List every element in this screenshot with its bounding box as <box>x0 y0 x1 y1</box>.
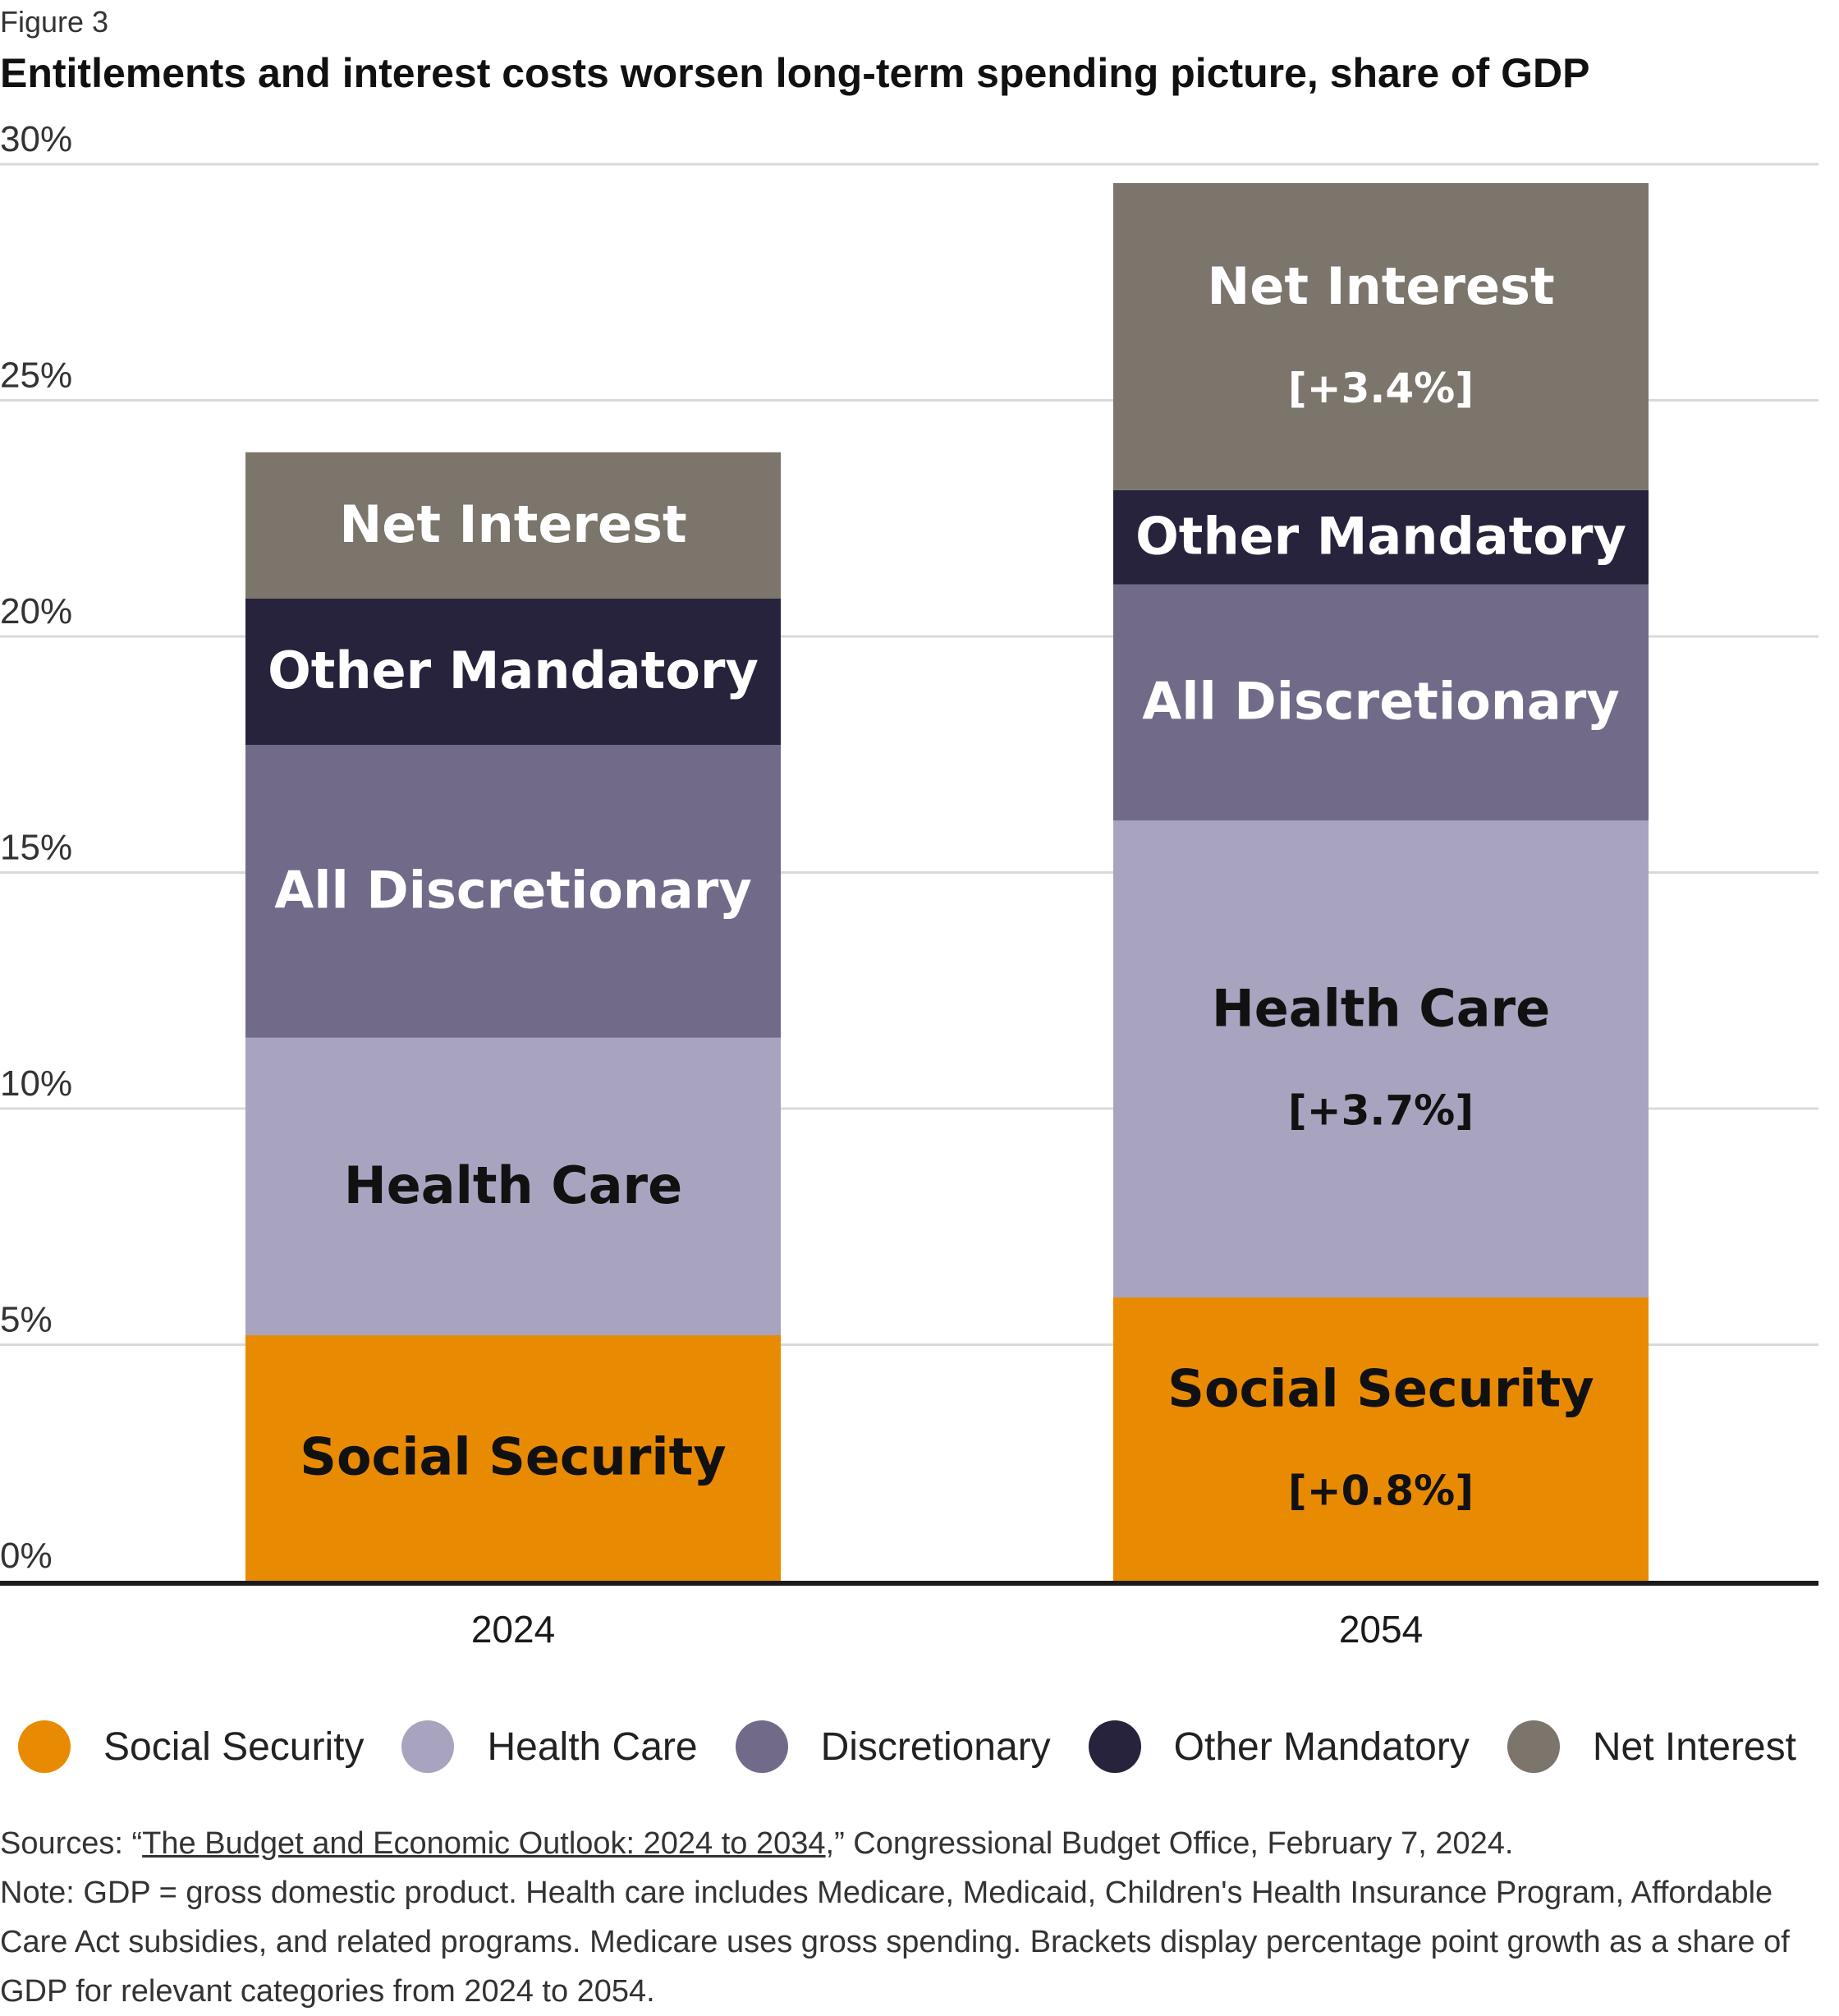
bar-segment <box>1113 584 1649 821</box>
bar-segment <box>1113 1297 1649 1581</box>
segment-label: Social Security <box>300 1427 726 1487</box>
notes-block: Sources: “The Budget and Economic Outloo… <box>0 1819 1831 2016</box>
legend-label: Social Security <box>103 1724 365 1769</box>
y-tick-label: 0% <box>0 1536 53 1576</box>
y-tick-label: 30% <box>0 119 72 159</box>
legend-label: Discretionary <box>820 1724 1051 1769</box>
segment-label: All Discretionary <box>1142 672 1620 732</box>
legend-label: Other Mandatory <box>1173 1724 1470 1769</box>
bar-segment <box>245 745 781 1038</box>
bar-segment <box>1113 489 1649 585</box>
segment-label: Other Mandatory <box>1135 506 1626 566</box>
legend-swatch <box>735 1720 788 1773</box>
segment-label: Net Interest <box>339 494 686 554</box>
bar-segment <box>1113 820 1649 1297</box>
figure-label: Figure 3 <box>0 5 109 39</box>
legend-label: Net Interest <box>1592 1724 1796 1769</box>
legend-item: Net Interest <box>1507 1720 1796 1773</box>
segment-label: Social Security <box>1167 1359 1594 1419</box>
segment-label: All Discretionary <box>274 861 752 921</box>
legend-item: Social Security <box>18 1720 364 1773</box>
y-tick-label: 20% <box>0 591 72 631</box>
segment-delta-label: [+0.8%] <box>1288 1467 1474 1515</box>
segment-delta-label: [+3.7%] <box>1288 1087 1474 1135</box>
x-category-label: 2024 <box>471 1608 555 1651</box>
legend-swatch <box>1507 1720 1560 1773</box>
legend-item: Health Care <box>401 1720 698 1773</box>
chart-legend: Social Security Health Care Discretionary O… <box>18 1720 1834 1773</box>
y-tick-label: 25% <box>0 356 72 396</box>
sources-link[interactable]: The Budget and Economic Outlook: 2024 to… <box>142 1826 826 1861</box>
note-text: Note: GDP = gross domestic product. Heal… <box>0 1876 1790 2009</box>
y-tick-label: 10% <box>0 1063 72 1104</box>
y-tick-label: 15% <box>0 828 72 868</box>
bar-segment <box>245 599 781 746</box>
segment-label: Health Care <box>344 1155 682 1215</box>
x-category-label: 2054 <box>1339 1608 1423 1651</box>
legend-swatch <box>401 1720 455 1773</box>
legend-swatch <box>1088 1720 1141 1773</box>
sources-suffix: ,” Congressional Budget Office, February… <box>825 1826 1514 1861</box>
bar-segment <box>245 452 781 599</box>
segment-label: Other Mandatory <box>268 641 759 700</box>
y-tick-label: 5% <box>0 1300 53 1340</box>
segment-label: Net Interest <box>1207 256 1554 316</box>
bar-segment <box>245 1335 781 1581</box>
legend-swatch <box>18 1720 71 1773</box>
bar-segment <box>245 1037 781 1335</box>
bar-segment <box>1113 183 1649 490</box>
legend-item: Discretionary <box>735 1720 1051 1773</box>
sources-line: Sources: “The Budget and Economic Outloo… <box>0 1819 1831 1868</box>
stacked-bar-chart: 0% 5% 10% 15% 20% 25% 30% Social Security Health… <box>0 119 1818 1651</box>
legend-item: Other Mandatory <box>1088 1720 1470 1773</box>
segment-delta-label: [+3.4%] <box>1288 365 1474 412</box>
legend-label: Health Care <box>487 1724 698 1769</box>
sources-prefix: Sources: “ <box>0 1826 143 1861</box>
chart-title: Entitlements and interest costs worsen l… <box>0 50 1590 96</box>
segment-label: Health Care <box>1212 979 1550 1039</box>
